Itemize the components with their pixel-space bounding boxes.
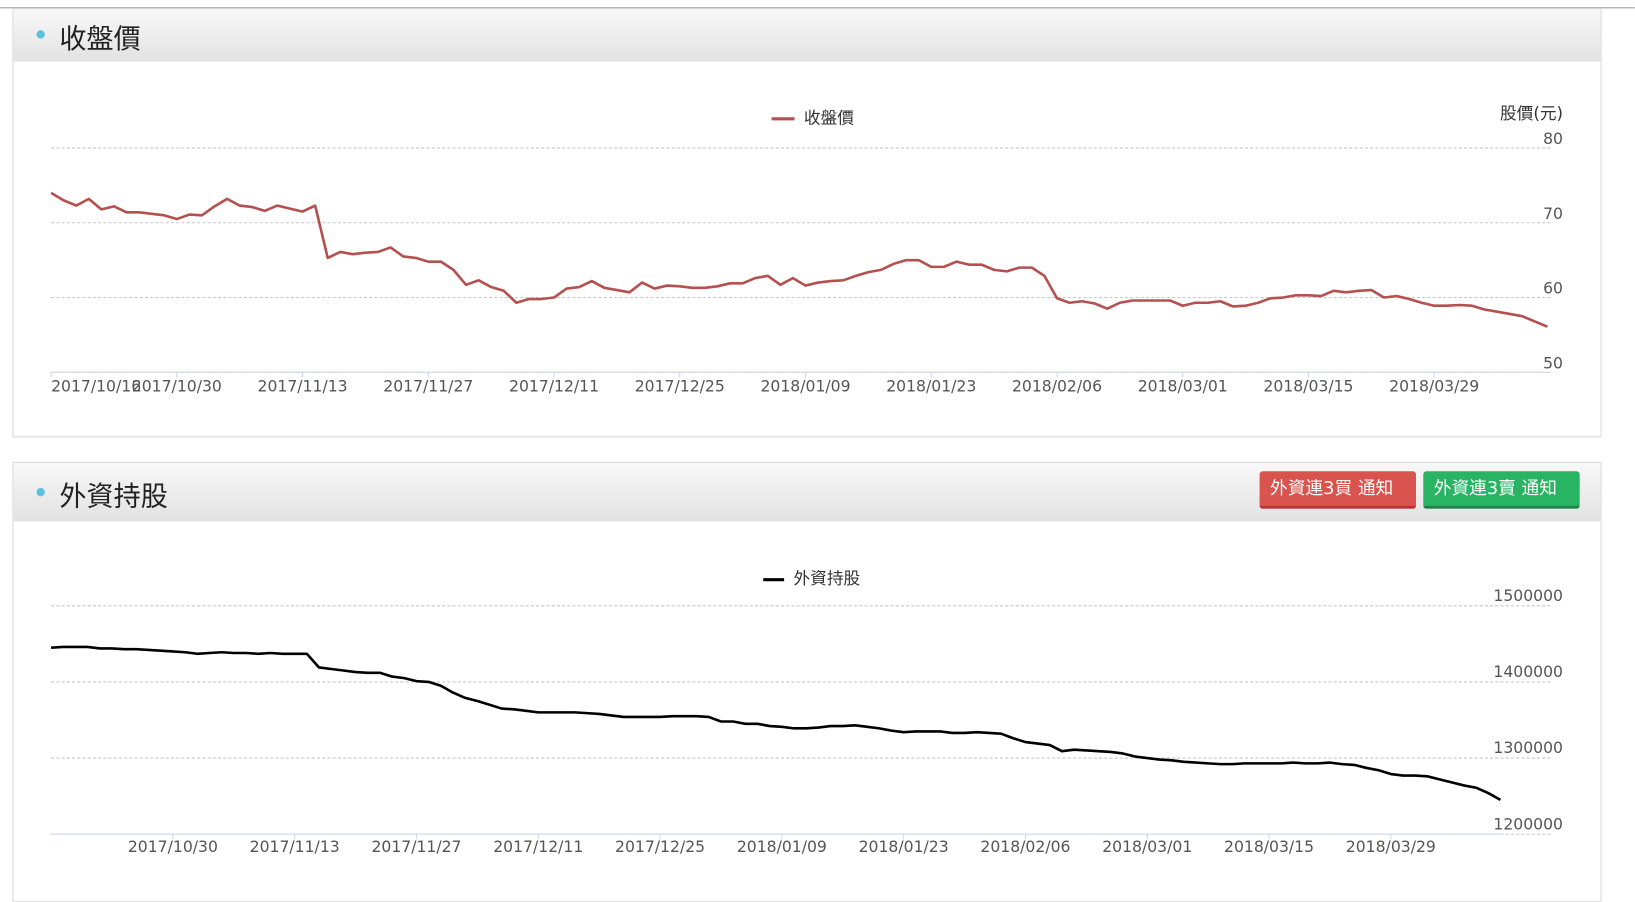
y-axis-title: 股價(元) — [1500, 104, 1563, 123]
x-tick-label: 2017/11/13 — [258, 376, 348, 395]
x-tick-label: 2017/12/25 — [635, 376, 725, 395]
legend-label: 收盤價 — [804, 108, 854, 127]
buy-alert-button[interactable]: 外資連3買 通知 — [1259, 471, 1416, 509]
bullet — [36, 487, 45, 497]
panel-title: 收盤價 — [59, 23, 141, 56]
x-tick-label: 2018/01/23 — [859, 837, 949, 856]
x-tick-label: 2018/03/29 — [1346, 837, 1436, 856]
y-tick-label: 1500000 — [1493, 586, 1563, 605]
x-tick-label: 2017/11/13 — [250, 837, 340, 856]
legend-label: 外資持股 — [793, 569, 860, 588]
page: 收盤價 外資持股 外資連3買 通知 外資連3賣 通知 50 60 70 80 2017/… — [0, 7, 1635, 902]
y-tick-label: 60 — [1543, 279, 1563, 298]
series-line — [51, 645, 1502, 802]
y-tick-label: 70 — [1543, 204, 1563, 223]
x-tick-label: 2017/10/16 — [51, 376, 141, 395]
top-border — [0, 7, 1635, 9]
x-tick-label: 2017/12/25 — [615, 837, 705, 856]
x-tick-label: 2018/02/06 — [1012, 376, 1102, 395]
x-tick-label: 2017/11/27 — [371, 837, 461, 856]
y-tick-label: 80 — [1543, 129, 1563, 148]
x-tick-label: 2018/01/09 — [760, 376, 850, 395]
screen: 收盤價 外資持股 外資連3買 通知 外資連3賣 通知 50 60 70 80 2017/… — [0, 7, 1635, 902]
panel-title: 外資持股 — [59, 481, 168, 514]
x-tick-label: 2017/12/11 — [509, 376, 599, 395]
y-tick-label: 1200000 — [1493, 814, 1563, 833]
x-tick-label: 2017/10/30 — [132, 376, 222, 395]
x-tick-label: 2018/03/15 — [1263, 376, 1353, 395]
bullet — [36, 30, 45, 39]
series-line — [50, 191, 1548, 328]
x-tick-label: 2018/02/06 — [980, 837, 1070, 856]
panel-header: 收盤價 — [13, 9, 1601, 62]
x-tick-label: 2017/10/30 — [128, 837, 218, 856]
x-tick-label: 2018/03/29 — [1389, 376, 1479, 395]
panel-header: 外資持股 外資連3買 通知 外資連3賣 通知 — [13, 462, 1601, 522]
x-tick-label: 2018/01/23 — [886, 376, 976, 395]
x-tick-label: 2017/12/11 — [493, 837, 583, 856]
x-tick-label: 2018/03/01 — [1102, 837, 1192, 856]
x-tick-label: 2018/03/01 — [1138, 376, 1228, 395]
x-tick-label: 2018/03/15 — [1224, 837, 1314, 856]
y-tick-label: 1400000 — [1493, 662, 1563, 681]
y-tick-label: 50 — [1543, 353, 1563, 372]
sell-alert-button[interactable]: 外資連3賣 通知 — [1423, 471, 1580, 509]
x-tick-label: 2017/11/27 — [383, 376, 473, 395]
y-tick-label: 1300000 — [1493, 738, 1563, 757]
x-tick-label: 2018/01/09 — [737, 837, 827, 856]
